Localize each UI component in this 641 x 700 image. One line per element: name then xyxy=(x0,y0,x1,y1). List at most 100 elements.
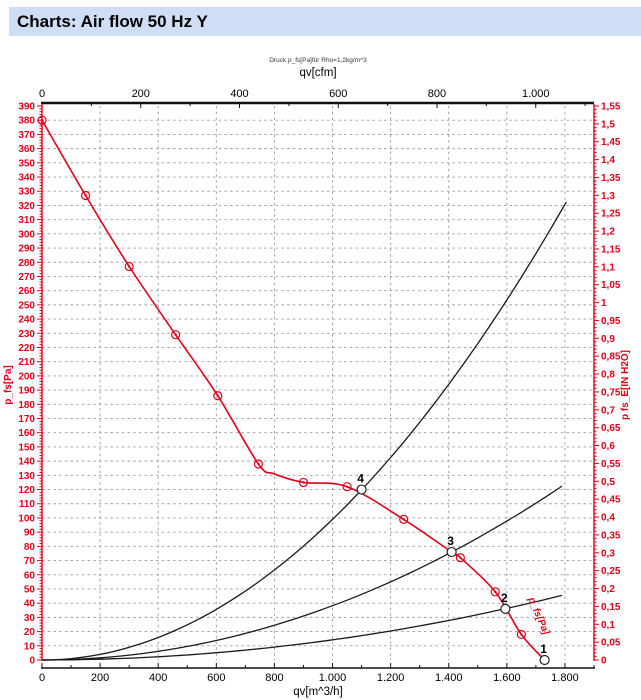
fan-curve-marker xyxy=(80,190,91,201)
svg-text:80: 80 xyxy=(24,542,36,553)
svg-text:330: 330 xyxy=(18,187,35,198)
svg-text:1,5: 1,5 xyxy=(601,119,615,130)
svg-text:200: 200 xyxy=(91,672,109,684)
left-axis-pa: 0 10 20 30 40 50 60 70 80 90 100 110 120 130 140 150 160… xyxy=(3,102,43,667)
fan-curve-marker xyxy=(213,391,223,401)
fan-curve-marker xyxy=(124,261,134,272)
svg-text:360: 360 xyxy=(18,144,35,155)
svg-text:1.800: 1.800 xyxy=(551,672,579,684)
fan-curve-marker-dot xyxy=(127,265,131,268)
system-curve-through-2 xyxy=(41,594,563,661)
svg-text:170: 170 xyxy=(18,414,35,425)
fan-curve-marker-dot xyxy=(520,633,523,636)
operating-point-3 xyxy=(446,546,457,558)
svg-text:290: 290 xyxy=(18,244,35,255)
svg-text:50: 50 xyxy=(24,584,36,595)
svg-text:90: 90 xyxy=(24,528,36,539)
fan-curve-marker-dot xyxy=(216,394,219,397)
operating-point-label-4: 4 xyxy=(357,472,364,486)
fan-curve-marker-dot xyxy=(345,485,349,488)
fan-curve-label: p_fs[Pa] xyxy=(525,595,551,637)
svg-text:1,25: 1,25 xyxy=(601,209,621,220)
svg-text:190: 190 xyxy=(18,386,35,397)
right-axis-inh2o: 0 0,05 0,1 0,15 0,2 0,25 0,3 0,35 0,4 0,45 0,5 0,55… xyxy=(593,102,631,667)
operating-point-label-2: 2 xyxy=(501,591,508,605)
bottom-axis-title: qv[m^3/h] xyxy=(293,686,343,698)
fan-curve-marker-dot xyxy=(40,119,44,122)
svg-text:220: 220 xyxy=(18,343,35,354)
svg-text:340: 340 xyxy=(18,173,35,184)
svg-text:0,7: 0,7 xyxy=(601,405,615,416)
svg-text:400: 400 xyxy=(230,88,248,100)
svg-text:0: 0 xyxy=(39,88,45,100)
fan-curve-marker xyxy=(298,477,309,488)
svg-text:800: 800 xyxy=(265,672,283,684)
svg-text:380: 380 xyxy=(18,116,35,127)
fan-curve-marker xyxy=(171,330,181,340)
svg-text:1.400: 1.400 xyxy=(435,672,463,684)
svg-text:130: 130 xyxy=(18,471,35,482)
svg-text:150: 150 xyxy=(18,442,35,453)
svg-text:180: 180 xyxy=(18,400,35,411)
fan-curve-marker xyxy=(342,482,352,492)
svg-text:210: 210 xyxy=(18,357,35,368)
svg-text:1,2: 1,2 xyxy=(601,227,615,238)
svg-text:120: 120 xyxy=(18,485,35,496)
svg-text:300: 300 xyxy=(18,229,35,240)
svg-text:0: 0 xyxy=(601,656,607,667)
svg-text:110: 110 xyxy=(19,499,36,510)
svg-text:310: 310 xyxy=(18,215,35,226)
svg-text:10: 10 xyxy=(24,641,36,652)
fan-curve-marker-dot xyxy=(174,333,177,336)
svg-text:40: 40 xyxy=(24,599,36,610)
fan-curve-marker-dot xyxy=(459,556,462,559)
svg-text:400: 400 xyxy=(149,672,167,684)
top-axis-title: qv[cfm] xyxy=(299,67,336,79)
fan-curve-marker xyxy=(490,587,500,597)
left-axis-title: p_fs[Pa] xyxy=(3,365,14,404)
operating-point-label-1: 1 xyxy=(540,642,547,656)
svg-text:250: 250 xyxy=(18,300,35,311)
svg-text:350: 350 xyxy=(18,158,35,169)
operating-point-label-3: 3 xyxy=(447,534,454,548)
fan-curve-marker xyxy=(516,629,526,640)
svg-text:0,75: 0,75 xyxy=(601,387,621,398)
svg-text:0,05: 0,05 xyxy=(601,638,621,649)
system-curve-through-4 xyxy=(41,201,567,661)
svg-text:0,65: 0,65 xyxy=(601,423,621,434)
svg-text:800: 800 xyxy=(428,88,446,100)
svg-text:0,2: 0,2 xyxy=(601,584,615,595)
svg-text:0,5: 0,5 xyxy=(601,477,615,488)
svg-text:1.600: 1.600 xyxy=(493,672,521,684)
svg-text:1: 1 xyxy=(601,298,607,309)
svg-text:100: 100 xyxy=(18,513,35,524)
svg-text:0: 0 xyxy=(29,656,35,667)
fan-curve-marker xyxy=(253,459,264,469)
svg-text:0,25: 0,25 xyxy=(601,566,621,577)
svg-text:0,4: 0,4 xyxy=(601,513,615,524)
svg-text:0,8: 0,8 xyxy=(601,370,615,381)
svg-text:1,05: 1,05 xyxy=(601,280,621,291)
svg-text:1,1: 1,1 xyxy=(601,262,615,273)
svg-text:1,45: 1,45 xyxy=(601,137,621,148)
svg-text:0: 0 xyxy=(39,672,45,684)
fan-curve-marker-dot xyxy=(302,481,305,484)
svg-text:270: 270 xyxy=(18,272,35,283)
svg-text:1.000: 1.000 xyxy=(319,672,347,684)
svg-text:320: 320 xyxy=(18,201,35,212)
svg-text:0,15: 0,15 xyxy=(601,602,621,613)
svg-text:0,6: 0,6 xyxy=(601,441,615,452)
svg-text:0,3: 0,3 xyxy=(601,548,615,559)
page-title-bar: Charts: Air flow 50 Hz Y xyxy=(9,7,641,36)
svg-text:0,85: 0,85 xyxy=(601,352,621,363)
bottom-axis-m3h: 0 200 400 600 800 1.000 1.200 1.400 1.600 1.800 qv… xyxy=(39,663,595,698)
fan-curve-marker-dot xyxy=(402,518,405,521)
svg-text:1.000: 1.000 xyxy=(522,88,550,100)
svg-text:280: 280 xyxy=(18,258,35,269)
fan-curve: p_fs[Pa] xyxy=(37,115,551,661)
svg-text:60: 60 xyxy=(24,570,36,581)
svg-text:160: 160 xyxy=(18,428,35,439)
fan-curve-marker-dot xyxy=(84,194,87,197)
svg-text:1,4: 1,4 xyxy=(601,155,615,166)
operating-point-2 xyxy=(500,603,511,614)
